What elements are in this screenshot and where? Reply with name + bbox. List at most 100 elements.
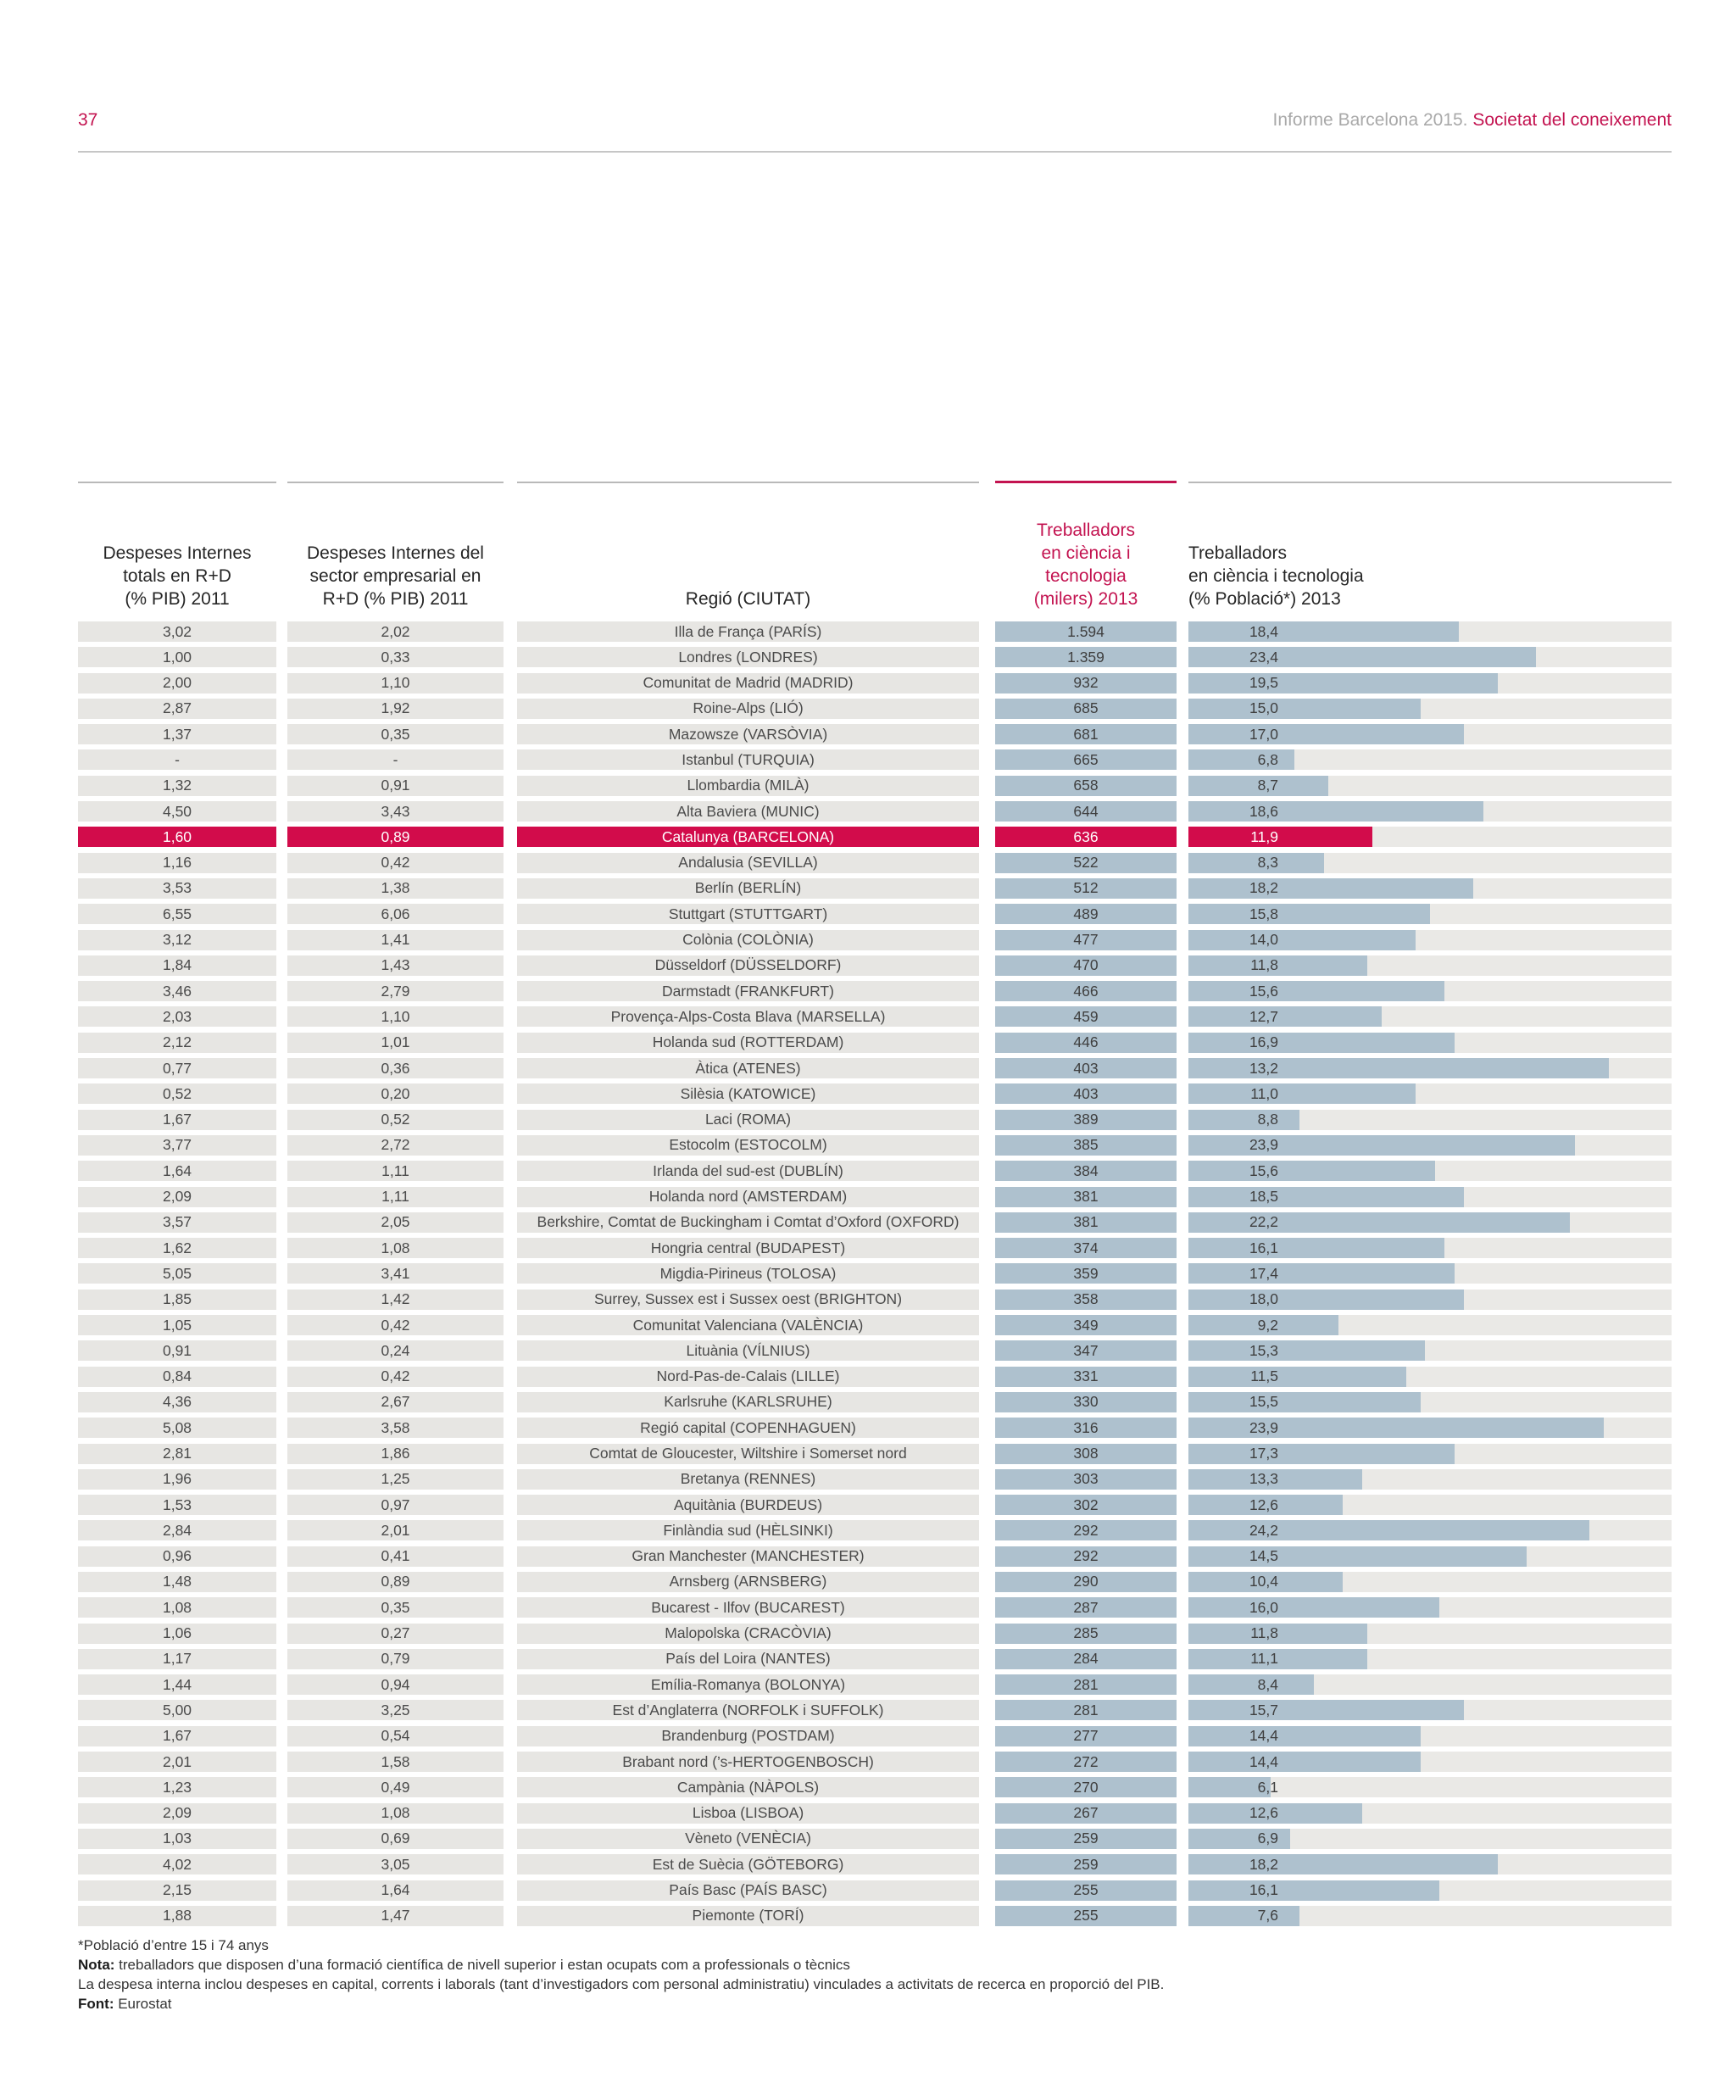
pct-value: 18,4 bbox=[1249, 622, 1278, 640]
cell-despeses-totals: 3,53 bbox=[78, 877, 276, 899]
cell-regio: Arnsberg (ARNSBERG) bbox=[517, 1571, 979, 1592]
column-rule-despeses-empresarials bbox=[287, 482, 504, 483]
cell-despeses-totals: 2,09 bbox=[78, 1186, 276, 1207]
cell-treballadors-milers: 381 bbox=[995, 1212, 1177, 1233]
pct-value: 16,0 bbox=[1249, 1598, 1278, 1616]
cell-treballadors-pct: 16,0 bbox=[1188, 1597, 1672, 1618]
table-row: 1,48 0,89 Arnsberg (ARNSBERG) 290 10,4 bbox=[0, 1571, 1736, 1592]
cell-treballadors-milers: 272 bbox=[995, 1752, 1177, 1773]
cell-despeses-empresarials: 0,20 bbox=[287, 1083, 504, 1105]
cell-despeses-empresarials: 1,08 bbox=[287, 1238, 504, 1259]
cell-regio: Brabant nord (’s-HERTOGENBOSCH) bbox=[517, 1752, 979, 1773]
cell-despeses-totals: 3,12 bbox=[78, 929, 276, 950]
cell-regio: Vèneto (VENÈCIA) bbox=[517, 1828, 979, 1849]
cell-despeses-empresarials: 2,72 bbox=[287, 1134, 504, 1156]
pct-bar bbox=[1188, 1802, 1363, 1824]
cell-treballadors-milers: 685 bbox=[995, 698, 1177, 719]
pct-value: 19,5 bbox=[1249, 674, 1278, 692]
cell-treballadors-pct: 9,2 bbox=[1188, 1315, 1672, 1336]
cell-despeses-empresarials: 3,41 bbox=[287, 1263, 504, 1284]
pct-value: 15,5 bbox=[1249, 1393, 1278, 1411]
pct-bar bbox=[1188, 1546, 1527, 1567]
col-header-1: Despeses Internes totals en R+D (% PIB) 20… bbox=[78, 490, 276, 610]
cell-treballadors-pct: 16,1 bbox=[1188, 1880, 1672, 1901]
pct-bar bbox=[1188, 801, 1483, 822]
cell-treballadors-milers: 292 bbox=[995, 1520, 1177, 1541]
cell-treballadors-milers: 381 bbox=[995, 1186, 1177, 1207]
cell-treballadors-pct: 18,4 bbox=[1188, 621, 1672, 642]
table-row: 3,53 1,38 Berlín (BERLÍN) 512 18,2 bbox=[0, 877, 1736, 899]
cell-despeses-empresarials: 0,49 bbox=[287, 1777, 504, 1798]
table-row: - - Istanbul (TURQUIA) 665 6,8 bbox=[0, 749, 1736, 771]
table-row: 0,91 0,24 Lituània (VÍLNIUS) 347 15,3 bbox=[0, 1340, 1736, 1362]
pct-value: 11,1 bbox=[1250, 1650, 1278, 1668]
cell-treballadors-milers: 389 bbox=[995, 1109, 1177, 1130]
cell-treballadors-pct: 6,9 bbox=[1188, 1828, 1672, 1849]
cell-treballadors-milers: 270 bbox=[995, 1777, 1177, 1798]
table-row: 5,05 3,41 Migdia-Pirineus (TOLOSA) 359 17,4 bbox=[0, 1263, 1736, 1284]
cell-regio: Mazowsze (VARSÒVIA) bbox=[517, 724, 979, 745]
pct-value: 11,9 bbox=[1250, 827, 1278, 845]
pct-bar bbox=[1188, 1006, 1382, 1028]
col-header-line: Regió (CIUTAT) bbox=[685, 589, 811, 609]
pct-value: 9,2 bbox=[1257, 1316, 1278, 1334]
cell-regio: Piemonte (TORÍ) bbox=[517, 1905, 979, 1926]
cell-treballadors-pct: 13,3 bbox=[1188, 1468, 1672, 1490]
pct-bar bbox=[1188, 1520, 1590, 1541]
cell-regio: País del Loira (NANTES) bbox=[517, 1648, 979, 1669]
pct-bar bbox=[1188, 1161, 1435, 1182]
cell-treballadors-pct: 24,2 bbox=[1188, 1520, 1672, 1541]
table-row: 1,00 0,33 Londres (LONDRES) 1.359 23,4 bbox=[0, 647, 1736, 668]
pct-bar bbox=[1188, 1725, 1421, 1746]
table-row: 0,84 0,42 Nord-Pas-de-Calais (LILLE) 331 11,… bbox=[0, 1366, 1736, 1387]
cell-treballadors-milers: 303 bbox=[995, 1468, 1177, 1490]
pct-value: 13,2 bbox=[1249, 1059, 1278, 1077]
pct-value: 17,0 bbox=[1249, 725, 1278, 743]
cell-despeses-empresarials: 2,67 bbox=[287, 1391, 504, 1412]
col-header-line: (% Població*) 2013 bbox=[1188, 589, 1341, 609]
cell-despeses-empresarials: 1,01 bbox=[287, 1032, 504, 1053]
cell-despeses-totals: 1,08 bbox=[78, 1597, 276, 1618]
cell-treballadors-pct: 6,8 bbox=[1188, 749, 1672, 771]
cell-treballadors-pct: 18,5 bbox=[1188, 1186, 1672, 1207]
cell-regio: Holanda sud (ROTTERDAM) bbox=[517, 1032, 979, 1053]
pct-bar bbox=[1188, 749, 1295, 771]
header-divider bbox=[78, 151, 1672, 153]
cell-treballadors-milers: 1.594 bbox=[995, 621, 1177, 642]
pct-value: 13,3 bbox=[1249, 1470, 1278, 1488]
cell-regio: Berlín (BERLÍN) bbox=[517, 877, 979, 899]
footnote-label: Nota: bbox=[78, 1957, 115, 1973]
pct-value: 11,8 bbox=[1250, 1624, 1278, 1642]
cell-despeses-empresarials: 2,79 bbox=[287, 981, 504, 1002]
cell-regio: Düsseldorf (DÜSSELDORF) bbox=[517, 955, 979, 976]
cell-despeses-totals: 2,15 bbox=[78, 1880, 276, 1901]
pct-bar bbox=[1188, 1212, 1571, 1233]
cell-treballadors-milers: 459 bbox=[995, 1006, 1177, 1028]
pct-bar bbox=[1188, 1289, 1464, 1310]
col-header-line: tecnologia bbox=[1045, 566, 1127, 586]
pct-value: 16,9 bbox=[1249, 1033, 1278, 1051]
cell-treballadors-pct: 12,6 bbox=[1188, 1802, 1672, 1824]
cell-regio: Catalunya (BARCELONA) bbox=[517, 827, 979, 848]
cell-despeses-empresarials: 0,35 bbox=[287, 1597, 504, 1618]
table-row: 0,52 0,20 Silèsia (KATOWICE) 403 11,0 bbox=[0, 1083, 1736, 1105]
cell-treballadors-milers: 477 bbox=[995, 929, 1177, 950]
section-title: Societat del coneixement bbox=[1472, 110, 1672, 130]
table-row: 1,16 0,42 Andalusia (SEVILLA) 522 8,3 bbox=[0, 852, 1736, 873]
pct-bar bbox=[1188, 1134, 1575, 1156]
cell-treballadors-milers: 358 bbox=[995, 1289, 1177, 1310]
cell-despeses-empresarials: 0,69 bbox=[287, 1828, 504, 1849]
cell-despeses-empresarials: 1,64 bbox=[287, 1880, 504, 1901]
cell-despeses-empresarials: 0,33 bbox=[287, 647, 504, 668]
cell-regio: Roine-Alps (LIÓ) bbox=[517, 698, 979, 719]
pct-value: 12,7 bbox=[1249, 1007, 1278, 1025]
cell-regio: Lituània (VÍLNIUS) bbox=[517, 1340, 979, 1362]
cell-treballadors-milers: 932 bbox=[995, 672, 1177, 694]
pct-value: 18,0 bbox=[1249, 1290, 1278, 1308]
pct-value: 15,8 bbox=[1249, 905, 1278, 922]
cell-despeses-empresarials: 1,43 bbox=[287, 955, 504, 976]
pct-bar bbox=[1188, 1597, 1440, 1618]
table-row: 2,15 1,64 País Basc (PAÍS BASC) 255 16,1 bbox=[0, 1880, 1736, 1901]
cell-treballadors-pct: 8,3 bbox=[1188, 852, 1672, 873]
pct-bar bbox=[1188, 877, 1474, 899]
